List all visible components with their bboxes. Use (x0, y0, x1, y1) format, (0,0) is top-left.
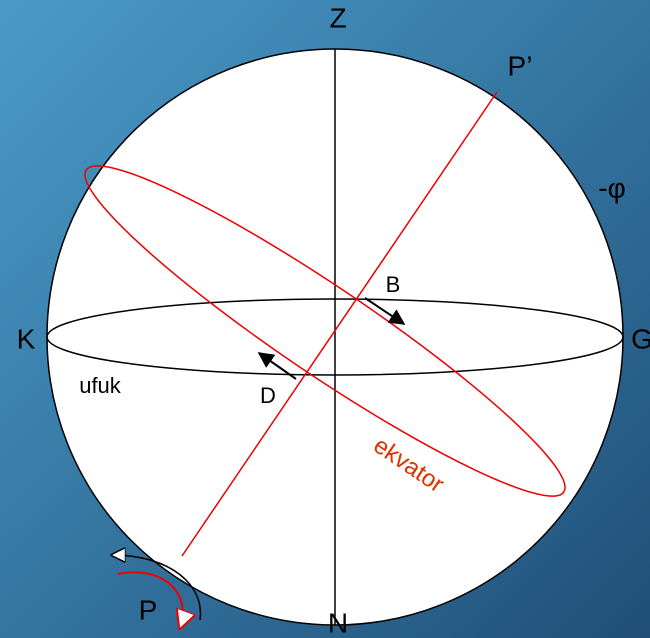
polar-axis (181, 91, 498, 557)
label-pole-bottom: P (139, 594, 158, 625)
rotation-arrow-black (112, 555, 202, 621)
label-east: G (631, 323, 650, 354)
label-horizon: ufuk (79, 373, 122, 398)
arrow-d (257, 352, 297, 380)
arrow-b (364, 297, 406, 325)
label-b: B (386, 272, 401, 297)
label-d: D (260, 383, 276, 408)
label-pole-top: P’ (508, 50, 533, 81)
label-zenith: Z (329, 2, 346, 33)
equator-circle (84, 165, 566, 497)
label-nadir: N (328, 607, 348, 638)
rotation-arrow-red (117, 571, 183, 628)
label-latitude: -φ (598, 172, 625, 203)
label-west: K (17, 323, 36, 354)
